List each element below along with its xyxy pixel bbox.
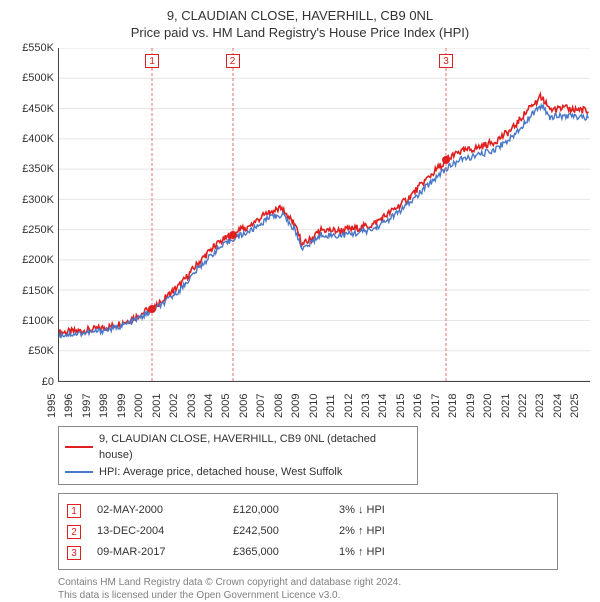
- sales-row-date: 02-MAY-2000: [97, 500, 217, 521]
- sales-row-date: 13-DEC-2004: [97, 521, 217, 542]
- y-axis: £0 £50K £100K £150K £200K £250K £300K £350K £400…: [10, 48, 58, 418]
- x-tick-label: 2025: [569, 393, 581, 417]
- y-tick-label: £150K: [10, 285, 54, 297]
- sale-marker-number: 2: [226, 54, 240, 68]
- x-tick-label: 1996: [63, 393, 75, 417]
- attribution: Contains HM Land Registry data © Crown c…: [58, 576, 590, 602]
- chart-title-line2: Price paid vs. HM Land Registry's House …: [10, 25, 590, 42]
- y-tick-label: £400K: [10, 133, 54, 145]
- x-tick-label: 2020: [482, 393, 494, 417]
- legend-swatch: [65, 471, 93, 473]
- plot-svg: [59, 48, 590, 381]
- x-tick-label: 2008: [273, 393, 285, 417]
- x-tick-label: 2023: [534, 393, 546, 417]
- sales-row: 2 13-DEC-2004 £242,500 2% ↑ HPI: [67, 521, 549, 542]
- sales-row: 1 02-MAY-2000 £120,000 3% ↓ HPI: [67, 500, 549, 521]
- x-tick-label: 1995: [46, 393, 58, 417]
- y-tick-label: £550K: [10, 42, 54, 54]
- x-tick-label: 2001: [151, 393, 163, 417]
- y-tick-label: £250K: [10, 224, 54, 236]
- chart-title-line1: 9, CLAUDIAN CLOSE, HAVERHILL, CB9 0NL: [10, 8, 590, 25]
- legend-row: HPI: Average price, detached house, West…: [65, 464, 411, 481]
- x-tick-label: 2021: [500, 393, 512, 417]
- legend-row: 9, CLAUDIAN CLOSE, HAVERHILL, CB9 0NL (d…: [65, 431, 411, 464]
- y-tick-label: £200K: [10, 254, 54, 266]
- sales-table: 1 02-MAY-2000 £120,000 3% ↓ HPI 2 13-DEC-2004…: [58, 493, 558, 570]
- sale-marker-number: 1: [145, 54, 159, 68]
- legend-label: HPI: Average price, detached house, West…: [99, 464, 342, 481]
- x-tick-label: 2019: [465, 393, 477, 417]
- sales-row-price: £242,500: [233, 521, 323, 542]
- x-tick-label: 2003: [186, 393, 198, 417]
- x-tick-label: 2010: [308, 393, 320, 417]
- x-tick-label: 2011: [325, 394, 337, 418]
- x-tick-label: 2018: [447, 393, 459, 417]
- sale-marker-dot: [148, 305, 156, 313]
- chart-area: £0 £50K £100K £150K £200K £250K £300K £350K £400…: [10, 48, 590, 418]
- y-tick-label: £50K: [10, 345, 54, 357]
- x-tick-label: 2005: [220, 393, 232, 417]
- sales-row: 3 09-MAR-2017 £365,000 1% ↑ HPI: [67, 542, 549, 563]
- y-tick-label: £350K: [10, 163, 54, 175]
- legend-label: 9, CLAUDIAN CLOSE, HAVERHILL, CB9 0NL (d…: [99, 431, 411, 464]
- sales-row-number: 3: [67, 546, 81, 560]
- x-tick-label: 2002: [168, 393, 180, 417]
- x-axis: 1995199619971998199920002001200220032004…: [58, 382, 590, 418]
- sale-marker-dot: [229, 231, 237, 239]
- sales-row-number: 2: [67, 525, 81, 539]
- x-tick-label: 2012: [343, 393, 355, 417]
- sale-marker-line: [152, 48, 153, 381]
- x-tick-label: 2000: [133, 393, 145, 417]
- x-tick-label: 2006: [238, 393, 250, 417]
- x-tick-label: 1999: [116, 393, 128, 417]
- sales-row-date: 09-MAR-2017: [97, 542, 217, 563]
- x-tick-label: 2014: [377, 393, 389, 417]
- x-tick-label: 2007: [255, 393, 267, 417]
- sale-marker-number: 3: [439, 54, 453, 68]
- legend-swatch: [65, 446, 93, 448]
- x-tick-label: 2017: [430, 393, 442, 417]
- attribution-line2: This data is licensed under the Open Gov…: [58, 589, 590, 602]
- sales-row-delta: 2% ↑ HPI: [339, 521, 459, 542]
- sale-marker-line: [446, 48, 447, 381]
- attribution-line1: Contains HM Land Registry data © Crown c…: [58, 576, 590, 589]
- x-tick-label: 1997: [81, 393, 93, 417]
- y-tick-label: £450K: [10, 103, 54, 115]
- sales-row-delta: 1% ↑ HPI: [339, 542, 459, 563]
- sale-marker-line: [232, 48, 233, 381]
- x-tick-label: 2009: [290, 393, 302, 417]
- sales-row-number: 1: [67, 504, 81, 518]
- legend: 9, CLAUDIAN CLOSE, HAVERHILL, CB9 0NL (d…: [58, 426, 418, 486]
- y-tick-label: £500K: [10, 72, 54, 84]
- sales-row-delta: 3% ↓ HPI: [339, 500, 459, 521]
- x-tick-label: 1998: [98, 393, 110, 417]
- plot-area: 1 2 3: [58, 48, 590, 382]
- y-tick-label: £300K: [10, 194, 54, 206]
- x-tick-label: 2024: [552, 393, 564, 417]
- x-tick-label: 2016: [412, 393, 424, 417]
- y-tick-label: £100K: [10, 315, 54, 327]
- sales-row-price: £120,000: [233, 500, 323, 521]
- y-tick-label: £0: [10, 376, 54, 388]
- x-tick-label: 2013: [360, 393, 372, 417]
- sale-marker-dot: [442, 156, 450, 164]
- sales-row-price: £365,000: [233, 542, 323, 563]
- chart-container: 9, CLAUDIAN CLOSE, HAVERHILL, CB9 0NL Pr…: [0, 0, 600, 590]
- x-tick-label: 2015: [395, 393, 407, 417]
- x-tick-label: 2004: [203, 393, 215, 417]
- x-tick-label: 2022: [517, 393, 529, 417]
